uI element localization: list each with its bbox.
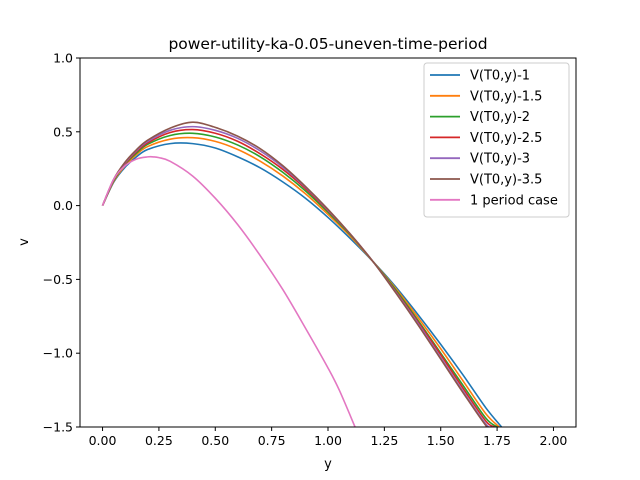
x-tick-label: 0.75 bbox=[258, 433, 286, 448]
legend-label-3: V(T0,y)-2 bbox=[470, 110, 530, 125]
x-tick-label: 1.75 bbox=[483, 433, 511, 448]
y-tick-label: 0.0 bbox=[53, 198, 73, 213]
series-line-1 bbox=[101, 142, 503, 427]
legend-box bbox=[423, 62, 570, 218]
x-tick-label: 1.50 bbox=[427, 433, 455, 448]
legend-label-7: 1 period case bbox=[470, 193, 558, 208]
y-tick-label: 1.0 bbox=[53, 51, 73, 66]
y-tick-label: −1.5 bbox=[43, 420, 73, 435]
legend-label-6: V(T0,y)-3.5 bbox=[470, 173, 542, 188]
series-line-2 bbox=[101, 136, 500, 427]
legend-label-5: V(T0,y)-3 bbox=[470, 152, 530, 167]
y-axis: −1.5 −1.0 −0.5 0.0 0.5 1.0 bbox=[43, 51, 80, 435]
y-tick-label: 0.5 bbox=[53, 124, 73, 139]
x-tick-label: 2.00 bbox=[540, 433, 568, 448]
x-tick-label: 1.00 bbox=[314, 433, 342, 448]
x-tick-label: 0.00 bbox=[89, 433, 117, 448]
x-axis-label: y bbox=[324, 457, 332, 472]
legend: V(T0,y)-1 V(T0,y)-1.5 V(T0,y)-2 V(T0,y)-2.5… bbox=[423, 62, 570, 218]
series-line-6 bbox=[101, 121, 492, 427]
legend-label-1: V(T0,y)-1 bbox=[470, 69, 530, 84]
series-line-4 bbox=[101, 128, 496, 427]
x-axis: 0.00 0.25 0.50 0.75 1.00 1.25 1.50 1.75 2.00 bbox=[89, 427, 568, 448]
series-layer bbox=[101, 121, 503, 427]
y-tick-label: −0.5 bbox=[43, 272, 73, 287]
x-tick-label: 0.50 bbox=[201, 433, 229, 448]
legend-label-2: V(T0,y)-1.5 bbox=[470, 89, 542, 104]
x-tick-label: 0.25 bbox=[145, 433, 173, 448]
y-axis-label: v bbox=[17, 238, 32, 246]
x-tick-label: 1.25 bbox=[370, 433, 398, 448]
chart-title: power-utility-ka-0.05-uneven-time-period bbox=[168, 35, 487, 53]
y-tick-label: −1.0 bbox=[43, 346, 73, 361]
legend-label-4: V(T0,y)-2.5 bbox=[470, 131, 542, 146]
series-line-7 bbox=[101, 155, 356, 427]
